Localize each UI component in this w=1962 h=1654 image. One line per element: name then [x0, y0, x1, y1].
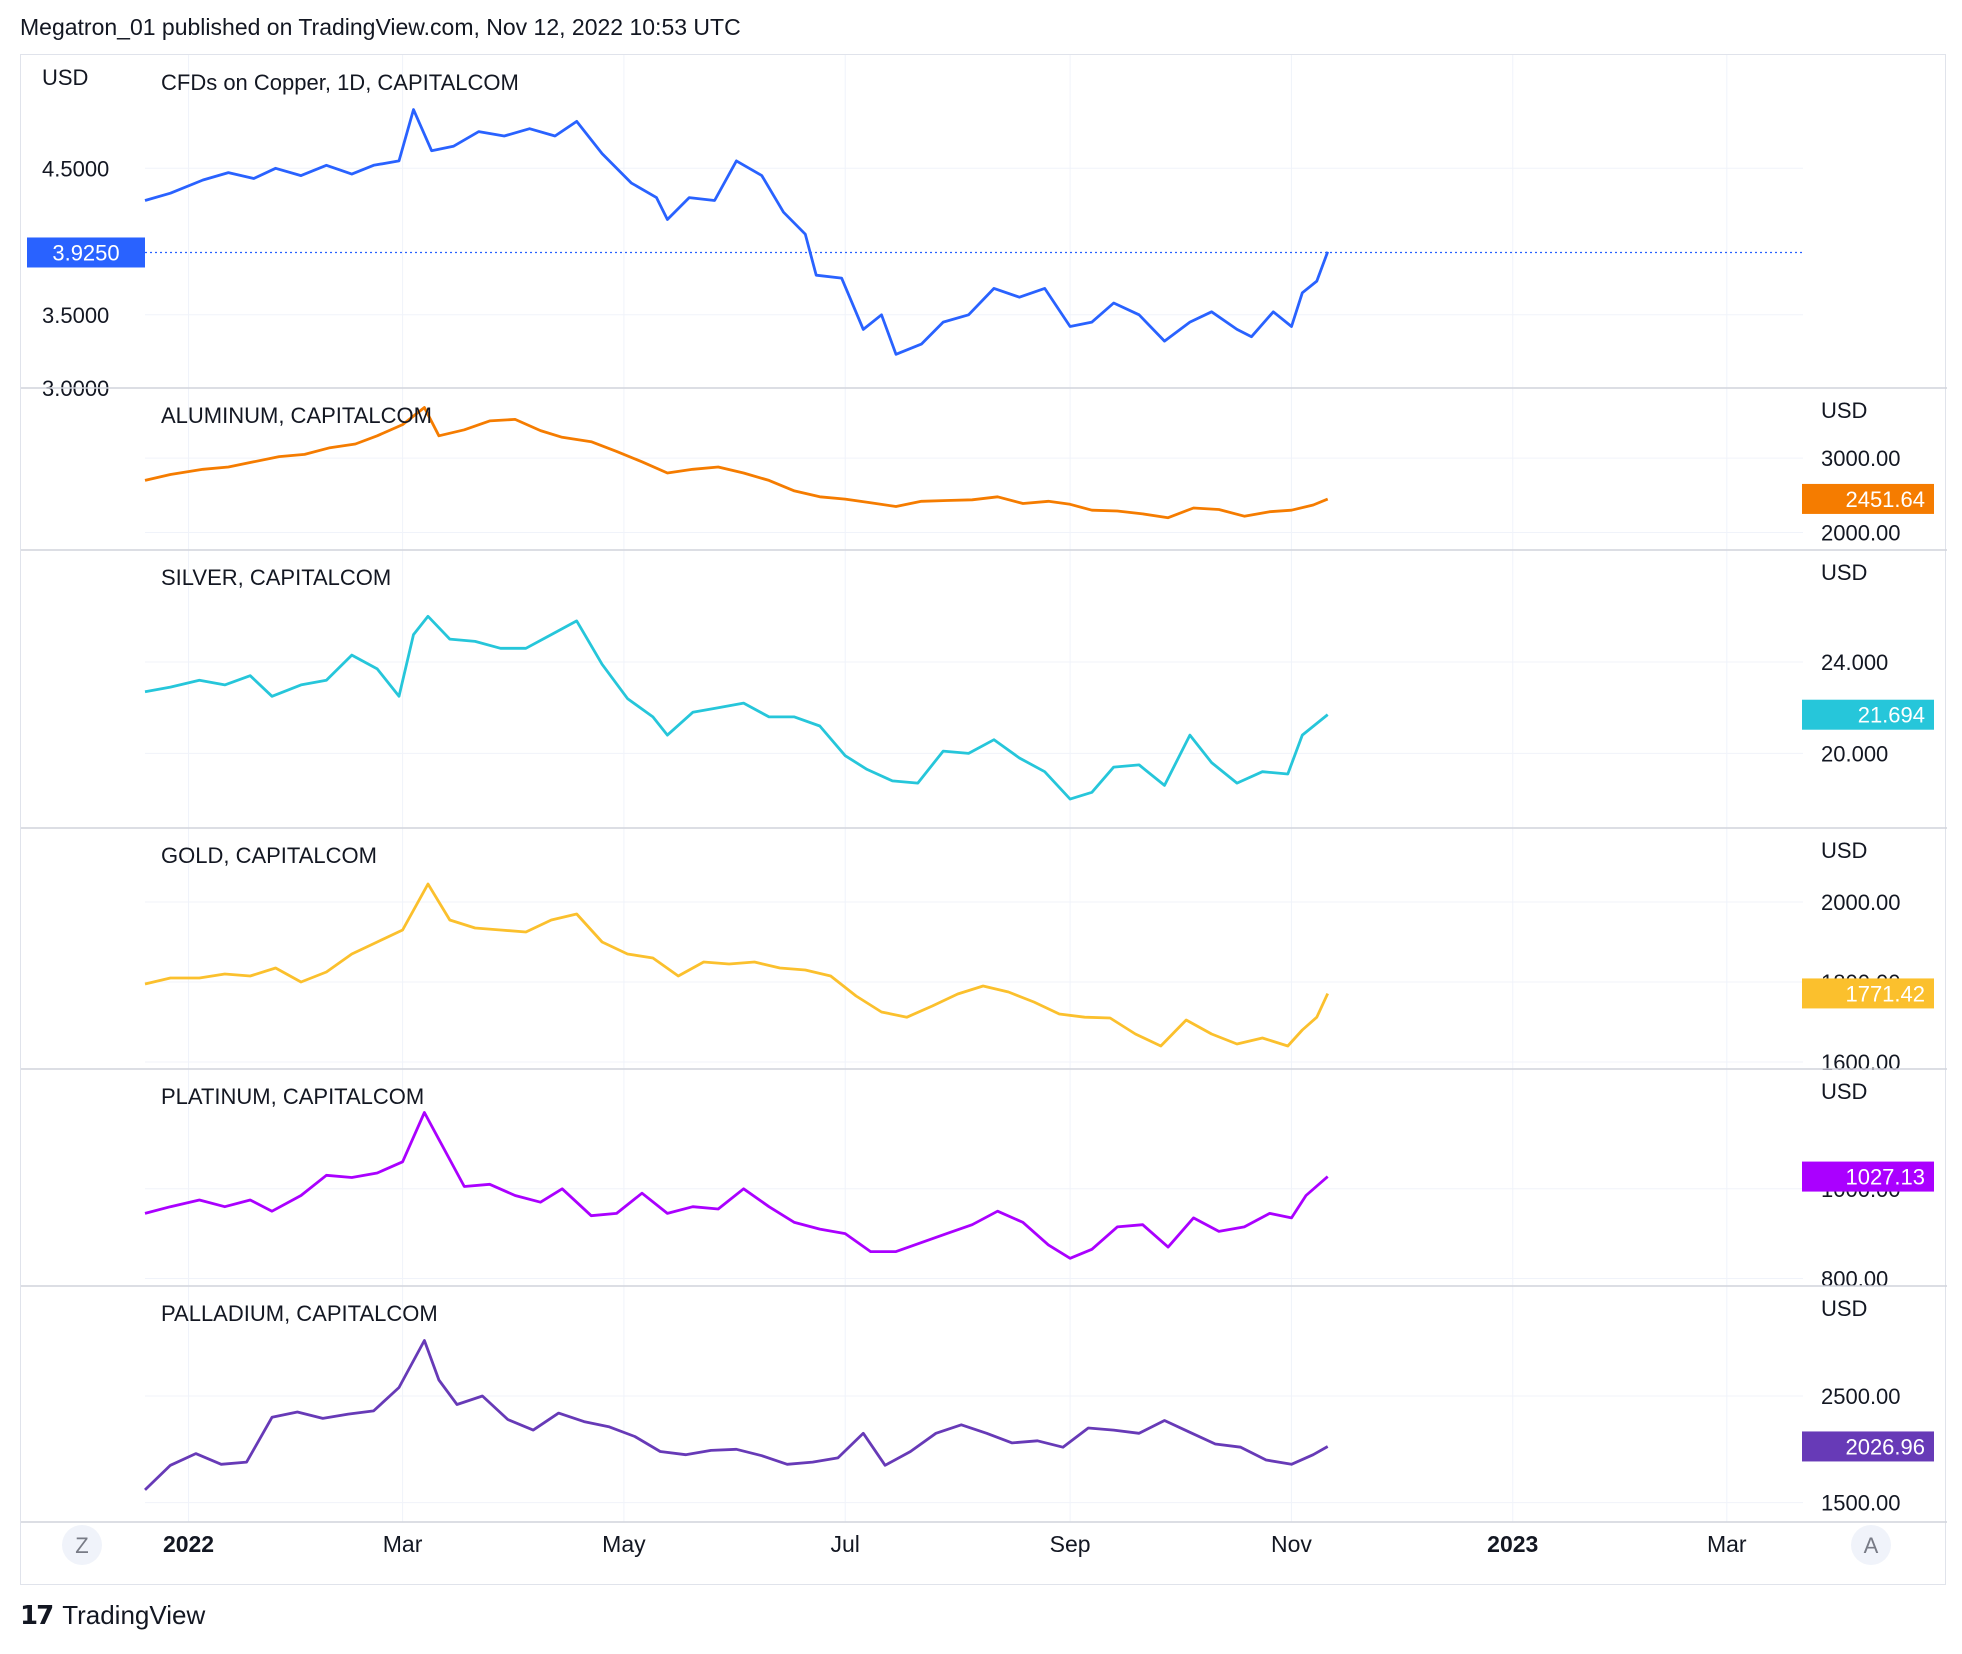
unit-label-2: USD	[1821, 560, 1867, 585]
series-line-2	[144, 614, 1329, 801]
scale-button-left[interactable]	[62, 1525, 102, 1565]
pane-title-0: CFDs on Copper, 1D, CAPITALCOM	[161, 70, 519, 95]
unit-label-5: USD	[1821, 1296, 1867, 1321]
time-tick-label-3: Jul	[831, 1531, 860, 1557]
tick-label-2-0: 20.000	[1821, 741, 1888, 766]
tick-label-3-2: 2000.00	[1821, 890, 1901, 915]
publish-info: Megatron_01 published on TradingView.com…	[20, 14, 741, 40]
chart-frame: 3.0000 3.5000 4.5000 USD CFDs on Copper, 1D,…	[20, 54, 1947, 1586]
tick-label-2-1: 24.000	[1821, 650, 1888, 675]
time-tick-label-6: 2023	[1487, 1531, 1538, 1557]
time-tick-label-1: Mar	[383, 1531, 423, 1557]
unit-label-1: USD	[1821, 398, 1867, 423]
last-value-label-5: 2026.96	[1845, 1434, 1925, 1459]
last-value-badge-1	[1802, 483, 1934, 514]
last-value-badge-5	[1802, 1431, 1934, 1462]
last-value-badge-4	[1802, 1161, 1934, 1192]
last-value-label-2: 21.694	[1858, 703, 1925, 728]
time-tick-label-7: Mar	[1707, 1531, 1747, 1557]
last-value-label-3: 1771.42	[1845, 981, 1925, 1006]
time-tick-label-4: Sep	[1050, 1531, 1091, 1557]
tick-label-0-2: 4.5000	[42, 156, 109, 181]
tick-label-5-0: 1500.00	[1821, 1491, 1901, 1516]
series-line-0	[144, 108, 1330, 356]
scale-button-right[interactable]	[1851, 1525, 1891, 1565]
last-value-label-0: 3.9250	[52, 240, 119, 265]
unit-label-3: USD	[1821, 838, 1867, 863]
unit-label-0: USD	[42, 65, 88, 90]
tick-label-1-0: 2000.00	[1821, 521, 1901, 546]
tick-label-0-1: 3.5000	[42, 303, 109, 328]
scale-button-label-left[interactable]: Z	[75, 1533, 88, 1558]
tradingview-logo-icon[interactable]: 17	[20, 1600, 54, 1631]
time-tick-label-0: 2022	[163, 1531, 214, 1557]
last-value-badge-0	[27, 237, 145, 268]
pane-title-5: PALLADIUM, CAPITALCOM	[161, 1301, 438, 1326]
tick-label-5-1: 2500.00	[1821, 1384, 1901, 1409]
brand-name: TradingView	[62, 1600, 206, 1630]
pane-title-2: SILVER, CAPITALCOM	[161, 565, 391, 590]
footer: 17 TradingView	[20, 1600, 205, 1631]
tick-label-4-0: 800.00	[1821, 1267, 1888, 1292]
time-tick-label-5: Nov	[1271, 1531, 1312, 1557]
tick-label-1-1: 3000.00	[1821, 446, 1901, 471]
pane-title-1: ALUMINUM, CAPITALCOM	[161, 403, 432, 428]
series-line-4	[144, 1111, 1329, 1260]
series-line-3	[144, 882, 1329, 1048]
time-tick-label-2: May	[602, 1531, 646, 1557]
series-line-5	[144, 1339, 1329, 1491]
pane-title-3: GOLD, CAPITALCOM	[161, 843, 377, 868]
pane-title-4: PLATINUM, CAPITALCOM	[161, 1084, 424, 1109]
series-line-1	[144, 406, 1329, 520]
unit-label-4: USD	[1821, 1079, 1867, 1104]
last-value-badge-3	[1802, 978, 1934, 1009]
last-value-badge-2	[1802, 699, 1934, 730]
scale-button-label-right[interactable]: A	[1864, 1533, 1879, 1558]
tick-label-3-0: 1600.00	[1821, 1050, 1901, 1075]
last-value-label-1: 2451.64	[1845, 487, 1925, 512]
last-value-label-4: 1027.13	[1845, 1165, 1925, 1190]
